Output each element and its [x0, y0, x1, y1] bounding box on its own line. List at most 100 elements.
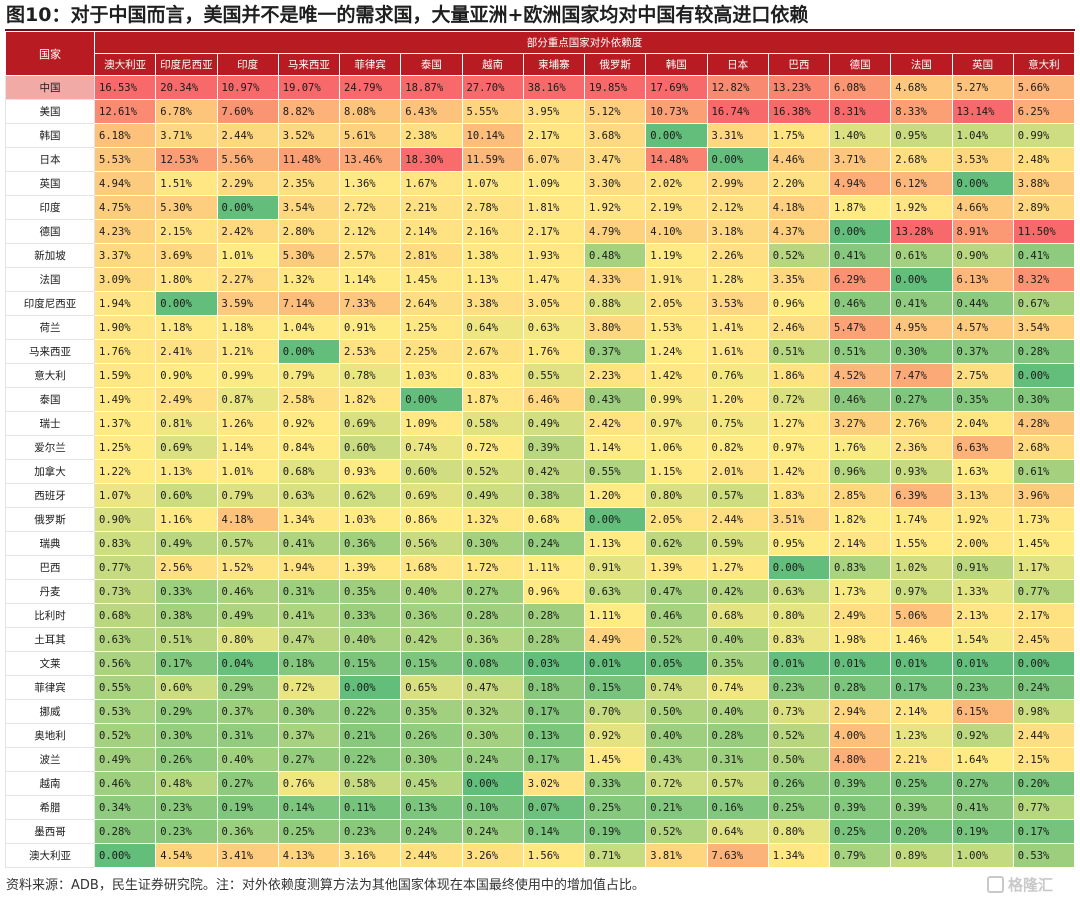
table-cell: 0.91% — [951, 555, 1014, 580]
table-cell: 3.38% — [461, 291, 524, 316]
table-cell: 0.33% — [583, 771, 647, 796]
table-cell: 2.89% — [1012, 195, 1076, 220]
table-cell: 0.49% — [216, 603, 279, 628]
table-cell: 0.80% — [767, 603, 831, 628]
table-cell: 1.20% — [583, 483, 647, 508]
table-cell: 0.28% — [522, 627, 586, 652]
table-cell: 1.14% — [338, 267, 402, 292]
table-cell: 4.80% — [828, 747, 892, 772]
table-cell: 6.12% — [890, 171, 953, 196]
table-cell: 0.90% — [93, 507, 157, 532]
table-cell: 4.68% — [890, 75, 953, 100]
table-cell: 4.57% — [951, 315, 1014, 340]
table-cell: 0.03% — [522, 651, 586, 676]
table-cell: 5.30% — [155, 195, 218, 220]
table-cell: 1.13% — [155, 459, 218, 484]
table-cell: 0.22% — [338, 747, 402, 772]
table-cell: 1.22% — [93, 459, 157, 484]
table-cell: 0.00% — [461, 771, 524, 796]
table-row: 土耳其 0.63% 0.51% 0.80% 0.47% 0.40% 0.42% 0.36% 0.… — [5, 627, 1076, 652]
table-cell: 1.94% — [93, 291, 157, 316]
row-header: 泰国 — [5, 387, 95, 412]
table-cell: 1.80% — [155, 267, 218, 292]
table-cell: 4.13% — [277, 843, 341, 868]
table-cell: 0.30% — [461, 723, 524, 748]
table-cell: 1.13% — [583, 531, 647, 556]
table-cell: 3.41% — [216, 843, 279, 868]
row-header: 越南 — [5, 771, 95, 796]
row-header: 土耳其 — [5, 627, 95, 652]
row-header: 比利时 — [5, 603, 95, 628]
row-header: 奥地利 — [5, 723, 95, 748]
table-cell: 0.76% — [706, 363, 769, 388]
table-cell: 1.82% — [338, 387, 402, 412]
table-cell: 4.79% — [583, 219, 647, 244]
table-cell: 0.00% — [216, 195, 279, 220]
table-cell: 8.08% — [338, 99, 402, 124]
table-cell: 0.73% — [767, 699, 831, 724]
table-cell: 1.26% — [216, 411, 279, 436]
table-cell: 0.42% — [400, 627, 463, 652]
table-cell: 0.57% — [706, 771, 769, 796]
table-cell: 0.32% — [461, 699, 524, 724]
table-cell: 0.25% — [890, 771, 953, 796]
table-cell: 6.29% — [828, 267, 892, 292]
table-cell: 0.35% — [951, 387, 1014, 412]
table-cell: 1.01% — [216, 459, 279, 484]
column-header: 意大利 — [1012, 53, 1076, 76]
table-cell: 0.49% — [461, 483, 524, 508]
table-cell: 0.61% — [890, 243, 953, 268]
row-header: 丹麦 — [5, 579, 95, 604]
table-cell: 0.68% — [522, 507, 586, 532]
table-cell: 0.90% — [951, 243, 1014, 268]
table-cell: 0.19% — [583, 819, 647, 844]
table-cell: 0.25% — [828, 819, 892, 844]
table-cell: 1.75% — [767, 123, 831, 148]
table-cell: 0.79% — [828, 843, 892, 868]
table-cell: 3.27% — [828, 411, 892, 436]
table-cell: 0.52% — [93, 723, 157, 748]
table-cell: 1.40% — [828, 123, 892, 148]
table-cell: 1.59% — [93, 363, 157, 388]
table-cell: 1.03% — [338, 507, 402, 532]
table-cell: 0.99% — [216, 363, 279, 388]
table-cell: 0.28% — [93, 819, 157, 844]
table-cell: 0.35% — [338, 579, 402, 604]
table-cell: 2.14% — [400, 219, 463, 244]
table-cell: 0.29% — [155, 699, 218, 724]
table-cell: 1.82% — [828, 507, 892, 532]
table-cell: 0.68% — [93, 603, 157, 628]
table-cell: 2.44% — [216, 123, 279, 148]
table-cell: 0.19% — [951, 819, 1014, 844]
table-cell: 0.83% — [93, 531, 157, 556]
table-cell: 0.40% — [338, 627, 402, 652]
table-cell: 1.28% — [706, 267, 769, 292]
table-cell: 2.27% — [216, 267, 279, 292]
table-cell: 0.13% — [400, 795, 463, 820]
table-cell: 20.34% — [155, 75, 218, 100]
table-cell: 2.15% — [155, 219, 218, 244]
table-cell: 0.17% — [522, 699, 586, 724]
table-cell: 2.78% — [461, 195, 524, 220]
table-row: 新加坡 3.37% 3.69% 1.01% 5.30% 2.57% 2.81% 1.38% 1.… — [5, 243, 1076, 268]
table-cell: 0.20% — [890, 819, 953, 844]
table-cell: 0.17% — [1012, 819, 1076, 844]
table-cell: 0.21% — [338, 723, 402, 748]
table-cell: 0.93% — [338, 459, 402, 484]
table-cell: 1.09% — [400, 411, 463, 436]
table-cell: 1.00% — [951, 843, 1014, 868]
table-cell: 2.44% — [706, 507, 769, 532]
table-cell: 2.85% — [828, 483, 892, 508]
table-cell: 5.06% — [890, 603, 953, 628]
table-cell: 0.29% — [216, 675, 279, 700]
table-row: 泰国 1.49% 2.49% 0.87% 2.58% 1.82% 0.00% 1.87% 6.4… — [5, 387, 1076, 412]
table-cell: 0.83% — [767, 627, 831, 652]
table-cell: 3.54% — [1012, 315, 1076, 340]
table-cell: 0.62% — [645, 531, 708, 556]
table-cell: 4.75% — [93, 195, 157, 220]
table-cell: 1.72% — [461, 555, 524, 580]
table-cell: 0.76% — [277, 771, 341, 796]
table-cell: 0.67% — [1012, 291, 1076, 316]
table-row: 巴西 0.77% 2.56% 1.52% 1.94% 1.39% 1.68% 1.72% 1.1… — [5, 555, 1076, 580]
table-cell: 0.08% — [461, 651, 524, 676]
